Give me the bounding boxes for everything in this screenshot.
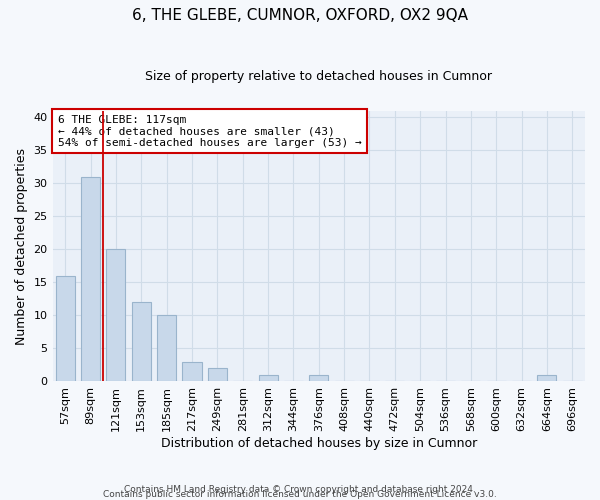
Bar [538, 375, 556, 382]
Text: 6, THE GLEBE, CUMNOR, OXFORD, OX2 9QA: 6, THE GLEBE, CUMNOR, OXFORD, OX2 9QA [132, 8, 468, 22]
Y-axis label: Number of detached properties: Number of detached properties [15, 148, 28, 344]
Bar [309, 375, 328, 382]
Bar [182, 362, 202, 382]
Bar [81, 176, 100, 382]
Bar [132, 302, 151, 382]
Bar [259, 375, 278, 382]
X-axis label: Distribution of detached houses by size in Cumnor: Distribution of detached houses by size … [161, 437, 477, 450]
Bar [56, 276, 75, 382]
Bar [157, 316, 176, 382]
Title: Size of property relative to detached houses in Cumnor: Size of property relative to detached ho… [145, 70, 492, 83]
Text: Contains public sector information licensed under the Open Government Licence v3: Contains public sector information licen… [103, 490, 497, 499]
Bar [106, 250, 125, 382]
Bar [208, 368, 227, 382]
Text: Contains HM Land Registry data © Crown copyright and database right 2024.: Contains HM Land Registry data © Crown c… [124, 484, 476, 494]
Text: 6 THE GLEBE: 117sqm
← 44% of detached houses are smaller (43)
54% of semi-detach: 6 THE GLEBE: 117sqm ← 44% of detached ho… [58, 114, 362, 148]
